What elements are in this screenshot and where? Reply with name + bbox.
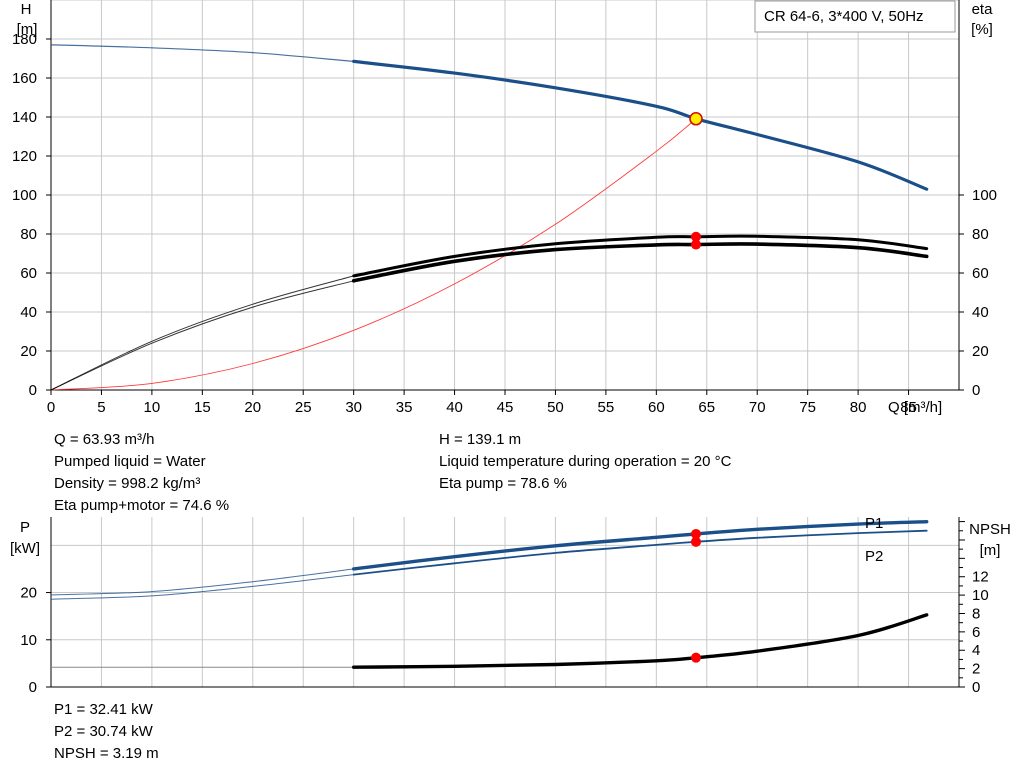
eta-pump-curve-extrapolated (50, 275, 354, 391)
y-axis-unit-h: [m] (17, 21, 38, 38)
y-axis-label-h: H (21, 1, 32, 18)
x-tick-label: 30 (345, 399, 362, 416)
y-axis-label-eta: eta (972, 1, 994, 18)
p2-curve-extrapolated (50, 574, 354, 600)
x-tick-label: 85 (900, 399, 917, 416)
x-tick-label: 60 (648, 399, 665, 416)
x-tick-label: 35 (396, 399, 413, 416)
p1-curve-extrapolated (50, 568, 354, 596)
y-tick-label-left: 80 (20, 226, 37, 243)
x-tick-label: 10 (144, 399, 161, 416)
info-p1: P1 = 32.41 kW (54, 701, 153, 718)
p1-curve (352, 520, 929, 571)
info-liquid: Pumped liquid = Water (54, 453, 206, 470)
y-tick-label-right: 100 (972, 187, 997, 204)
y-tick-label-right: 20 (972, 343, 989, 360)
y-tick-label-left: 120 (12, 148, 37, 165)
y-axis-unit-eta: [%] (971, 21, 993, 38)
x-tick-label: 65 (698, 399, 715, 416)
npsh-point (690, 652, 701, 663)
x-tick-label: 55 (598, 399, 615, 416)
y-tick-label-left: 180 (12, 31, 37, 48)
p2-curve (352, 529, 928, 576)
y-tick-label-right: 8 (972, 605, 980, 622)
y-tick-label-left: 160 (12, 70, 37, 87)
y-tick-label-right: 40 (972, 304, 989, 321)
x-tick-label: 20 (244, 399, 261, 416)
title-box: CR 64-6, 3*400 V, 50Hz (754, 0, 956, 33)
x-tick-label: 25 (295, 399, 312, 416)
y-tick-label-right: 10 (972, 587, 989, 604)
x-tick-label: 45 (497, 399, 514, 416)
info-q: Q = 63.93 m³/h (54, 431, 155, 448)
y-tick-label-left: 40 (20, 304, 37, 321)
eta-total-point (690, 239, 701, 250)
y-axis-unit-p: [kW] (10, 540, 40, 557)
x-tick-label: 70 (749, 399, 766, 416)
series-label-p2: P2 (865, 548, 883, 565)
eta-total-curve-extrapolated (50, 280, 354, 391)
y-tick-label-left: 20 (20, 343, 37, 360)
x-tick-label: 0 (47, 399, 55, 416)
eta-total-curve (351, 242, 929, 283)
x-tick-label: 80 (850, 399, 867, 416)
y-tick-label-left: 140 (12, 109, 37, 126)
y-tick-label-left: 100 (12, 187, 37, 204)
y-tick-label-left: 10 (20, 632, 37, 649)
y-tick-label-right: 60 (972, 265, 989, 282)
y-tick-label-left: 60 (20, 265, 37, 282)
series-label-p1: P1 (865, 515, 883, 532)
y-tick-label-right: 0 (972, 679, 980, 696)
y-tick-label-right: 12 (972, 569, 989, 586)
x-tick-label: 15 (194, 399, 211, 416)
p2-point (690, 536, 701, 547)
y-tick-label-right: 4 (972, 642, 980, 659)
y-axis-label-p: P (20, 519, 30, 536)
info-eta-total: Eta pump+motor = 74.6 % (54, 497, 230, 514)
info-p2: P2 = 30.74 kW (54, 723, 153, 740)
y-tick-label-left: 0 (29, 679, 37, 696)
info-eta-pump: Eta pump = 78.6 % (439, 475, 567, 492)
y-tick-label-right: 80 (972, 226, 989, 243)
y-axis-label-npsh: NPSH (969, 521, 1011, 538)
y-tick-label-right: 0 (972, 382, 980, 399)
info-temperature: Liquid temperature during operation = 20… (439, 453, 732, 470)
info-density: Density = 998.2 kg/m³ (54, 475, 201, 492)
eta-pump-point (690, 231, 701, 242)
info-h: H = 139.1 m (439, 431, 522, 448)
y-tick-label-left: 20 (20, 585, 37, 602)
head-curve-extrapolated (50, 44, 354, 62)
p1-point (690, 528, 701, 539)
x-tick-label: 40 (446, 399, 463, 416)
npsh-curve (352, 613, 929, 669)
x-tick-label: 50 (547, 399, 564, 416)
y-axis-unit-npsh: [m] (980, 542, 1001, 559)
y-tick-label-right: 6 (972, 624, 980, 641)
x-tick-label: 75 (799, 399, 816, 416)
system-curve (50, 118, 697, 391)
x-tick-label: 5 (97, 399, 105, 416)
y-tick-label-right: 2 (972, 661, 980, 678)
duty-point (689, 111, 703, 126)
y-tick-label-left: 0 (29, 382, 37, 399)
chart-title: CR 64-6, 3*400 V, 50Hz (764, 8, 924, 25)
head-curve (352, 59, 929, 191)
x-axis-label: Q [m³/h] (888, 399, 942, 416)
info-npsh: NPSH = 3.19 m (54, 745, 159, 762)
eta-pump-curve (352, 234, 929, 278)
